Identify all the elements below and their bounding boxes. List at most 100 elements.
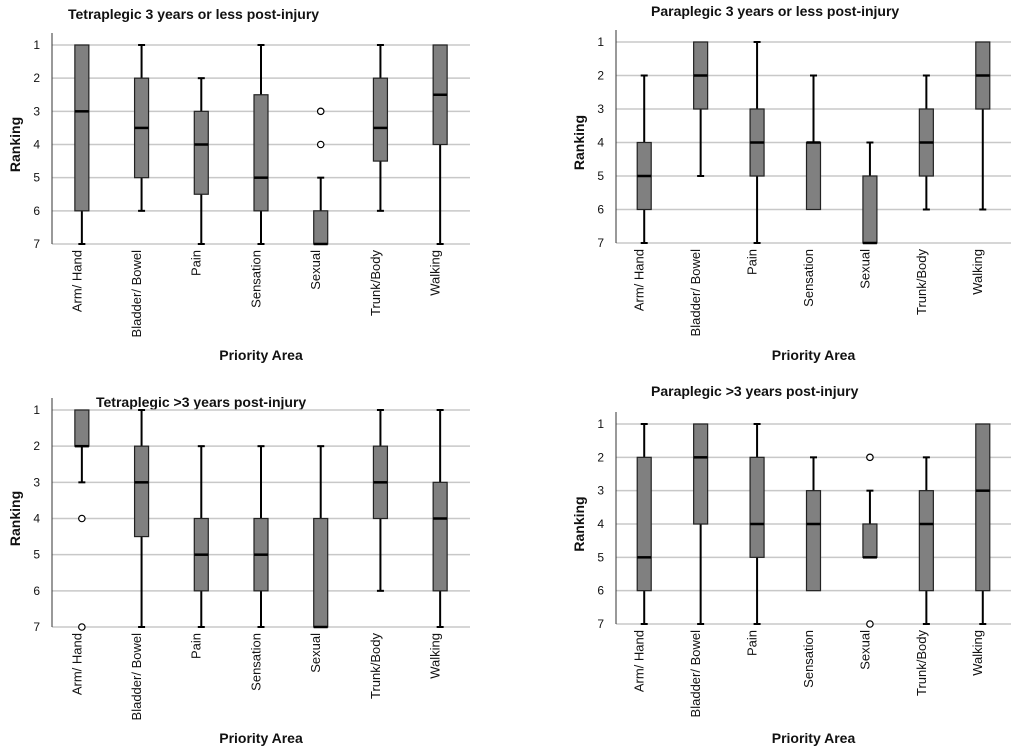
y-tick-label: 4 xyxy=(597,136,604,150)
y-tick-label: 4 xyxy=(33,512,40,526)
outlier-point xyxy=(316,107,325,116)
box xyxy=(253,94,269,212)
y-tick-label: 7 xyxy=(597,617,604,631)
y-tick-label: 1 xyxy=(33,403,40,417)
outlier-point xyxy=(866,453,874,462)
chart-panel-4: Paraplegic >3 years post-injury 1 2 3 4 5 6 7 Ra… xyxy=(511,376,1021,751)
chart-title: Tetraplegic 3 years or less post-injury xyxy=(68,6,319,22)
y-tick-label: 5 xyxy=(597,550,604,564)
category-label: Sensation xyxy=(248,250,263,308)
x-axis-title: Priority Area xyxy=(219,730,303,746)
y-axis-title: Ranking xyxy=(7,491,23,546)
box-plot-paraplegic-short: Paraplegic 3 years or less post-injury 1 2… xyxy=(571,3,1011,363)
category-label: Sensation xyxy=(801,630,816,688)
category-label: Arm/ Hand xyxy=(632,630,647,692)
y-tick-label: 2 xyxy=(597,450,604,464)
y-tick-label: 3 xyxy=(33,475,40,489)
box xyxy=(805,490,822,592)
category-label: Walking xyxy=(428,250,443,296)
outlier-point xyxy=(866,620,874,628)
category-label: Arm/ Hand xyxy=(69,633,84,695)
y-tick-label: 2 xyxy=(597,69,604,83)
chart-title: Tetraplegic >3 years post-injury xyxy=(96,394,306,410)
y-tick-label: 5 xyxy=(33,548,40,562)
outlier-point xyxy=(78,623,86,631)
box xyxy=(313,517,329,628)
y-tick-label: 3 xyxy=(597,102,604,116)
category-label: Pain xyxy=(189,250,204,276)
box xyxy=(636,456,652,592)
y-tick-label: 6 xyxy=(597,584,604,598)
category-label: Sensation xyxy=(801,249,816,307)
y-tick-label: 5 xyxy=(33,171,40,185)
box xyxy=(133,445,150,538)
box xyxy=(74,44,90,212)
box-plot-tetraplegic-short: Tetraplegic 3 years or less post-injury 1… xyxy=(7,6,470,363)
box xyxy=(74,409,90,447)
y-tick-label: 7 xyxy=(33,237,40,251)
category-label: Trunk/Body xyxy=(914,630,929,696)
chart-title: Paraplegic 3 years or less post-injury xyxy=(651,3,899,19)
box xyxy=(693,423,709,525)
y-tick-label: 3 xyxy=(597,484,604,498)
category-label: Bladder/ Bowel xyxy=(688,249,703,337)
category-label: Walking xyxy=(970,630,985,676)
box xyxy=(313,210,329,245)
y-axis-title: Ranking xyxy=(571,496,587,551)
category-label: Sexual xyxy=(857,249,872,289)
category-label: Pain xyxy=(189,633,204,659)
box xyxy=(372,77,389,162)
chart-panel-2: Paraplegic 3 years or less post-injury 1 2… xyxy=(511,0,1021,375)
category-label: Sexual xyxy=(308,250,323,290)
y-tick-label: 2 xyxy=(33,439,40,453)
category-label: Pain xyxy=(745,630,760,656)
x-axis-title: Priority Area xyxy=(772,347,856,363)
y-tick-label: 3 xyxy=(33,104,40,118)
chart-panel-1: Tetraplegic 3 years or less post-injury 1… xyxy=(0,0,510,375)
x-axis-title: Priority Area xyxy=(772,730,856,746)
y-tick-label: 4 xyxy=(33,138,40,152)
box xyxy=(918,490,934,592)
box xyxy=(862,523,878,558)
category-label: Sensation xyxy=(248,633,263,691)
category-label: Trunk/Body xyxy=(914,249,929,315)
category-label: Walking xyxy=(970,249,985,295)
box xyxy=(862,175,878,244)
box xyxy=(193,110,209,195)
y-tick-label: 7 xyxy=(33,620,40,634)
chart-panel-3: Tetraplegic >3 years post-injury 1 2 3 4 5 6 7 R… xyxy=(0,376,510,751)
category-label: Pain xyxy=(745,249,760,275)
category-label: Sexual xyxy=(857,630,872,670)
y-axis-title: Ranking xyxy=(571,115,587,170)
y-tick-label: 6 xyxy=(33,584,40,598)
category-label: Sexual xyxy=(308,633,323,673)
x-axis-title: Priority Area xyxy=(219,347,303,363)
y-tick-label: 2 xyxy=(33,71,40,85)
y-tick-label: 1 xyxy=(597,417,604,431)
chart-title: Paraplegic >3 years post-injury xyxy=(651,383,859,399)
box xyxy=(749,456,765,558)
category-label: Bladder/ Bowel xyxy=(129,250,144,338)
category-label: Arm/ Hand xyxy=(69,250,84,312)
category-label: Bladder/ Bowel xyxy=(129,633,144,721)
y-tick-label: 5 xyxy=(597,169,604,183)
box xyxy=(432,481,448,592)
category-label: Bladder/ Bowel xyxy=(688,630,703,718)
category-label: Trunk/Body xyxy=(368,250,383,316)
y-tick-label: 7 xyxy=(597,236,604,250)
box xyxy=(975,423,991,592)
y-tick-label: 1 xyxy=(33,38,40,52)
box xyxy=(805,141,822,211)
y-tick-label: 4 xyxy=(597,517,604,531)
outlier-point xyxy=(316,140,325,149)
category-label: Arm/ Hand xyxy=(632,249,647,311)
y-tick-label: 1 xyxy=(597,35,604,49)
y-axis-title: Ranking xyxy=(7,117,23,172)
box-plot-tetraplegic-long: Tetraplegic >3 years post-injury 1 2 3 4 5 6 7 R… xyxy=(7,394,470,746)
category-label: Walking xyxy=(428,633,443,679)
category-label: Trunk/Body xyxy=(368,633,383,699)
box-plot-paraplegic-long: Paraplegic >3 years post-injury 1 2 3 4 5 6 7 Ra… xyxy=(571,383,1011,746)
y-tick-label: 6 xyxy=(33,204,40,218)
y-tick-label: 6 xyxy=(597,203,604,217)
outlier-point xyxy=(78,514,86,523)
